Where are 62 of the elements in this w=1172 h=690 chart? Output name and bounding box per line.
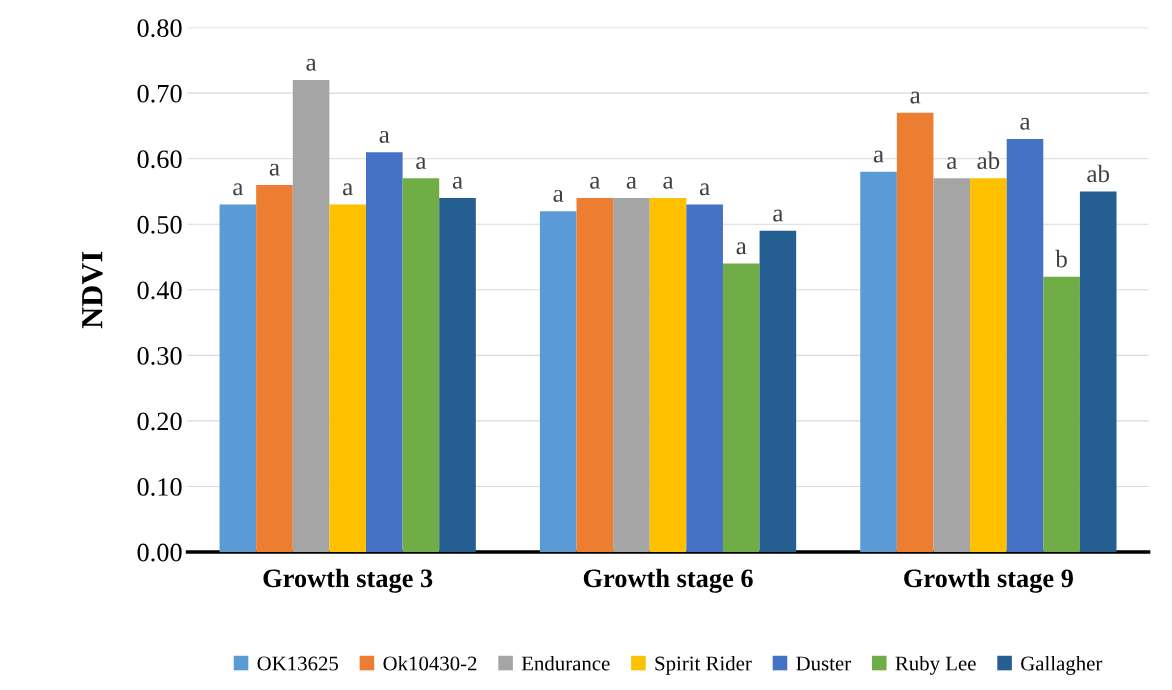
data-label: a [910, 91, 921, 104]
bar [860, 171, 897, 552]
bar [329, 204, 366, 552]
y-tick-label: 0.50 [137, 215, 182, 234]
y-tick-label: 0.70 [137, 84, 182, 103]
data-label: a [1020, 117, 1031, 130]
data-label: ab [1087, 164, 1110, 183]
data-label: a [590, 176, 601, 189]
data-label: a [416, 157, 427, 170]
y-tick-label: 0.60 [137, 150, 182, 169]
data-label: a [269, 163, 280, 176]
data-label: a [379, 130, 390, 143]
data-label: a [553, 189, 564, 202]
data-label: a [306, 58, 317, 71]
bar [1043, 276, 1080, 552]
y-tick-label: 0.20 [137, 412, 182, 431]
y-tick-label: 0.10 [137, 478, 182, 496]
data-label: a [699, 183, 710, 196]
data-label: a [736, 242, 747, 255]
bar [933, 178, 971, 552]
y-axis-title: NDVI [82, 251, 103, 329]
bar [759, 230, 797, 552]
data-label: ab [977, 151, 1000, 170]
data-label: a [626, 176, 637, 189]
data-label: a [773, 209, 784, 222]
legend-label: Gallagher [1021, 655, 1103, 675]
bar [1079, 191, 1117, 552]
y-tick-label: 0.30 [137, 346, 182, 365]
data-label: a [663, 176, 674, 189]
bar [366, 152, 403, 552]
bar [292, 80, 330, 552]
legend-label: OK13625 [257, 656, 339, 671]
legend-label: Spirit Rider [655, 655, 752, 675]
data-label: a [233, 183, 244, 196]
x-tick-label: Growth stage 9 [904, 568, 1073, 593]
data-label: a [947, 157, 957, 170]
data-label: b [1055, 249, 1067, 268]
data-label: a [343, 183, 353, 196]
y-tick-label: 0.40 [137, 281, 182, 300]
bar [970, 178, 1007, 552]
y-tick-label: 0.80 [137, 19, 182, 38]
bar [649, 198, 687, 552]
data-label: a [873, 150, 884, 163]
y-tick-label: 0.00 [137, 543, 182, 562]
bar [539, 211, 577, 552]
bar [439, 198, 476, 552]
legend-label: Duster [796, 656, 851, 671]
legend-label: Endurance [521, 655, 610, 671]
legend-label: Ok10430-2 [383, 655, 477, 671]
bar [896, 112, 934, 552]
bar [256, 184, 293, 552]
bar [722, 263, 760, 552]
bar [1006, 139, 1044, 552]
bar [576, 198, 614, 552]
bar [402, 178, 440, 552]
bar [613, 198, 650, 552]
x-tick-label: Growth stage 6 [583, 568, 753, 593]
x-tick-label: Growth stage 3 [263, 568, 433, 593]
bar [219, 204, 257, 552]
bar [686, 204, 723, 552]
legend-label: Ruby Lee [895, 655, 976, 675]
data-label: a [452, 176, 463, 189]
